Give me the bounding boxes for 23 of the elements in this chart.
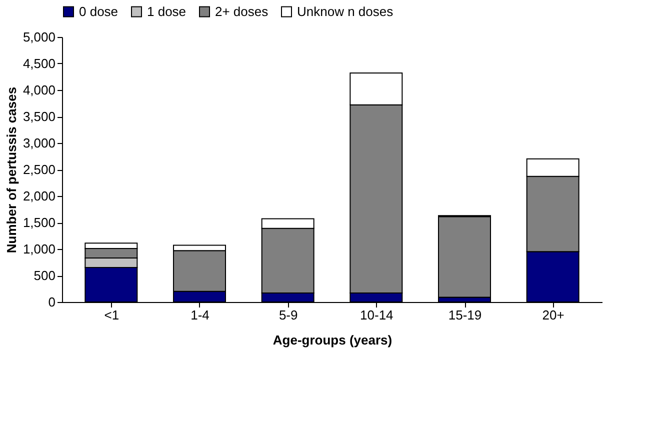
y-tick-label: 3,000 <box>22 136 56 150</box>
x-tick-label: <1 <box>104 308 120 322</box>
y-tick-label: 500 <box>34 268 56 283</box>
y-tick-label: 2,500 <box>22 162 56 177</box>
y-tick-label: 0 <box>48 294 56 310</box>
y-tick-label: 5,000 <box>22 30 56 44</box>
legend-label: 0 dose <box>79 4 118 19</box>
y-axis-title: Number of pertussis cases <box>4 86 19 254</box>
legend-label: 2+ doses <box>215 4 269 19</box>
x-tick-label: 10-14 <box>360 308 394 322</box>
legend-label: Unknow n doses <box>297 4 394 19</box>
legend-label: 1 dose <box>147 4 186 19</box>
y-tick-label: 1,000 <box>22 242 56 256</box>
x-tick-label: 20+ <box>542 308 564 322</box>
y-tick-label: 4,000 <box>22 82 56 98</box>
x-tick-label: 5-9 <box>278 308 298 322</box>
y-tick-label: 2,000 <box>22 188 56 204</box>
y-tick-label: 4,500 <box>22 56 56 71</box>
y-tick-label: 1,500 <box>22 215 56 230</box>
x-tick-label: 1-4 <box>190 308 210 322</box>
x-axis-title: Age-groups (years) <box>272 332 392 348</box>
y-tick-label: 3,500 <box>22 109 56 124</box>
x-tick-label: 15-19 <box>448 308 482 322</box>
